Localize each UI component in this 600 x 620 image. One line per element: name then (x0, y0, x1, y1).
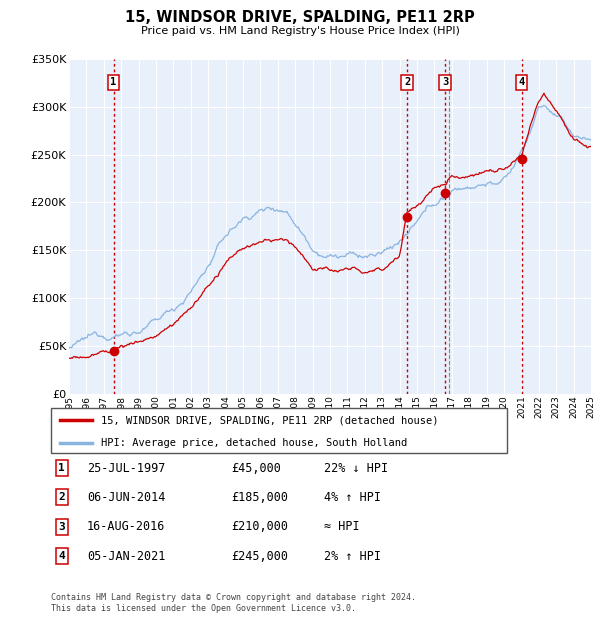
Text: ≈ HPI: ≈ HPI (324, 521, 359, 533)
Text: 3: 3 (58, 522, 65, 532)
Text: 15, WINDSOR DRIVE, SPALDING, PE11 2RP (detached house): 15, WINDSOR DRIVE, SPALDING, PE11 2RP (d… (101, 415, 439, 425)
Text: 25-JUL-1997: 25-JUL-1997 (87, 462, 166, 474)
Text: 1: 1 (110, 78, 116, 87)
Text: £245,000: £245,000 (231, 550, 288, 562)
Text: 4: 4 (58, 551, 65, 561)
Text: 1: 1 (58, 463, 65, 473)
Text: 4% ↑ HPI: 4% ↑ HPI (324, 491, 381, 503)
Text: Contains HM Land Registry data © Crown copyright and database right 2024.
This d: Contains HM Land Registry data © Crown c… (51, 593, 416, 613)
Text: 3: 3 (442, 78, 448, 87)
Text: 22% ↓ HPI: 22% ↓ HPI (324, 462, 388, 474)
Text: 2: 2 (58, 492, 65, 502)
FancyBboxPatch shape (51, 408, 507, 453)
Text: £185,000: £185,000 (231, 491, 288, 503)
Text: £210,000: £210,000 (231, 521, 288, 533)
Text: 05-JAN-2021: 05-JAN-2021 (87, 550, 166, 562)
Text: 2% ↑ HPI: 2% ↑ HPI (324, 550, 381, 562)
Text: HPI: Average price, detached house, South Holland: HPI: Average price, detached house, Sout… (101, 438, 407, 448)
Text: £45,000: £45,000 (231, 462, 281, 474)
Text: 16-AUG-2016: 16-AUG-2016 (87, 521, 166, 533)
Text: Price paid vs. HM Land Registry's House Price Index (HPI): Price paid vs. HM Land Registry's House … (140, 26, 460, 36)
Text: 2: 2 (404, 78, 410, 87)
Text: 4: 4 (518, 78, 524, 87)
Text: 06-JUN-2014: 06-JUN-2014 (87, 491, 166, 503)
Text: 15, WINDSOR DRIVE, SPALDING, PE11 2RP: 15, WINDSOR DRIVE, SPALDING, PE11 2RP (125, 10, 475, 25)
